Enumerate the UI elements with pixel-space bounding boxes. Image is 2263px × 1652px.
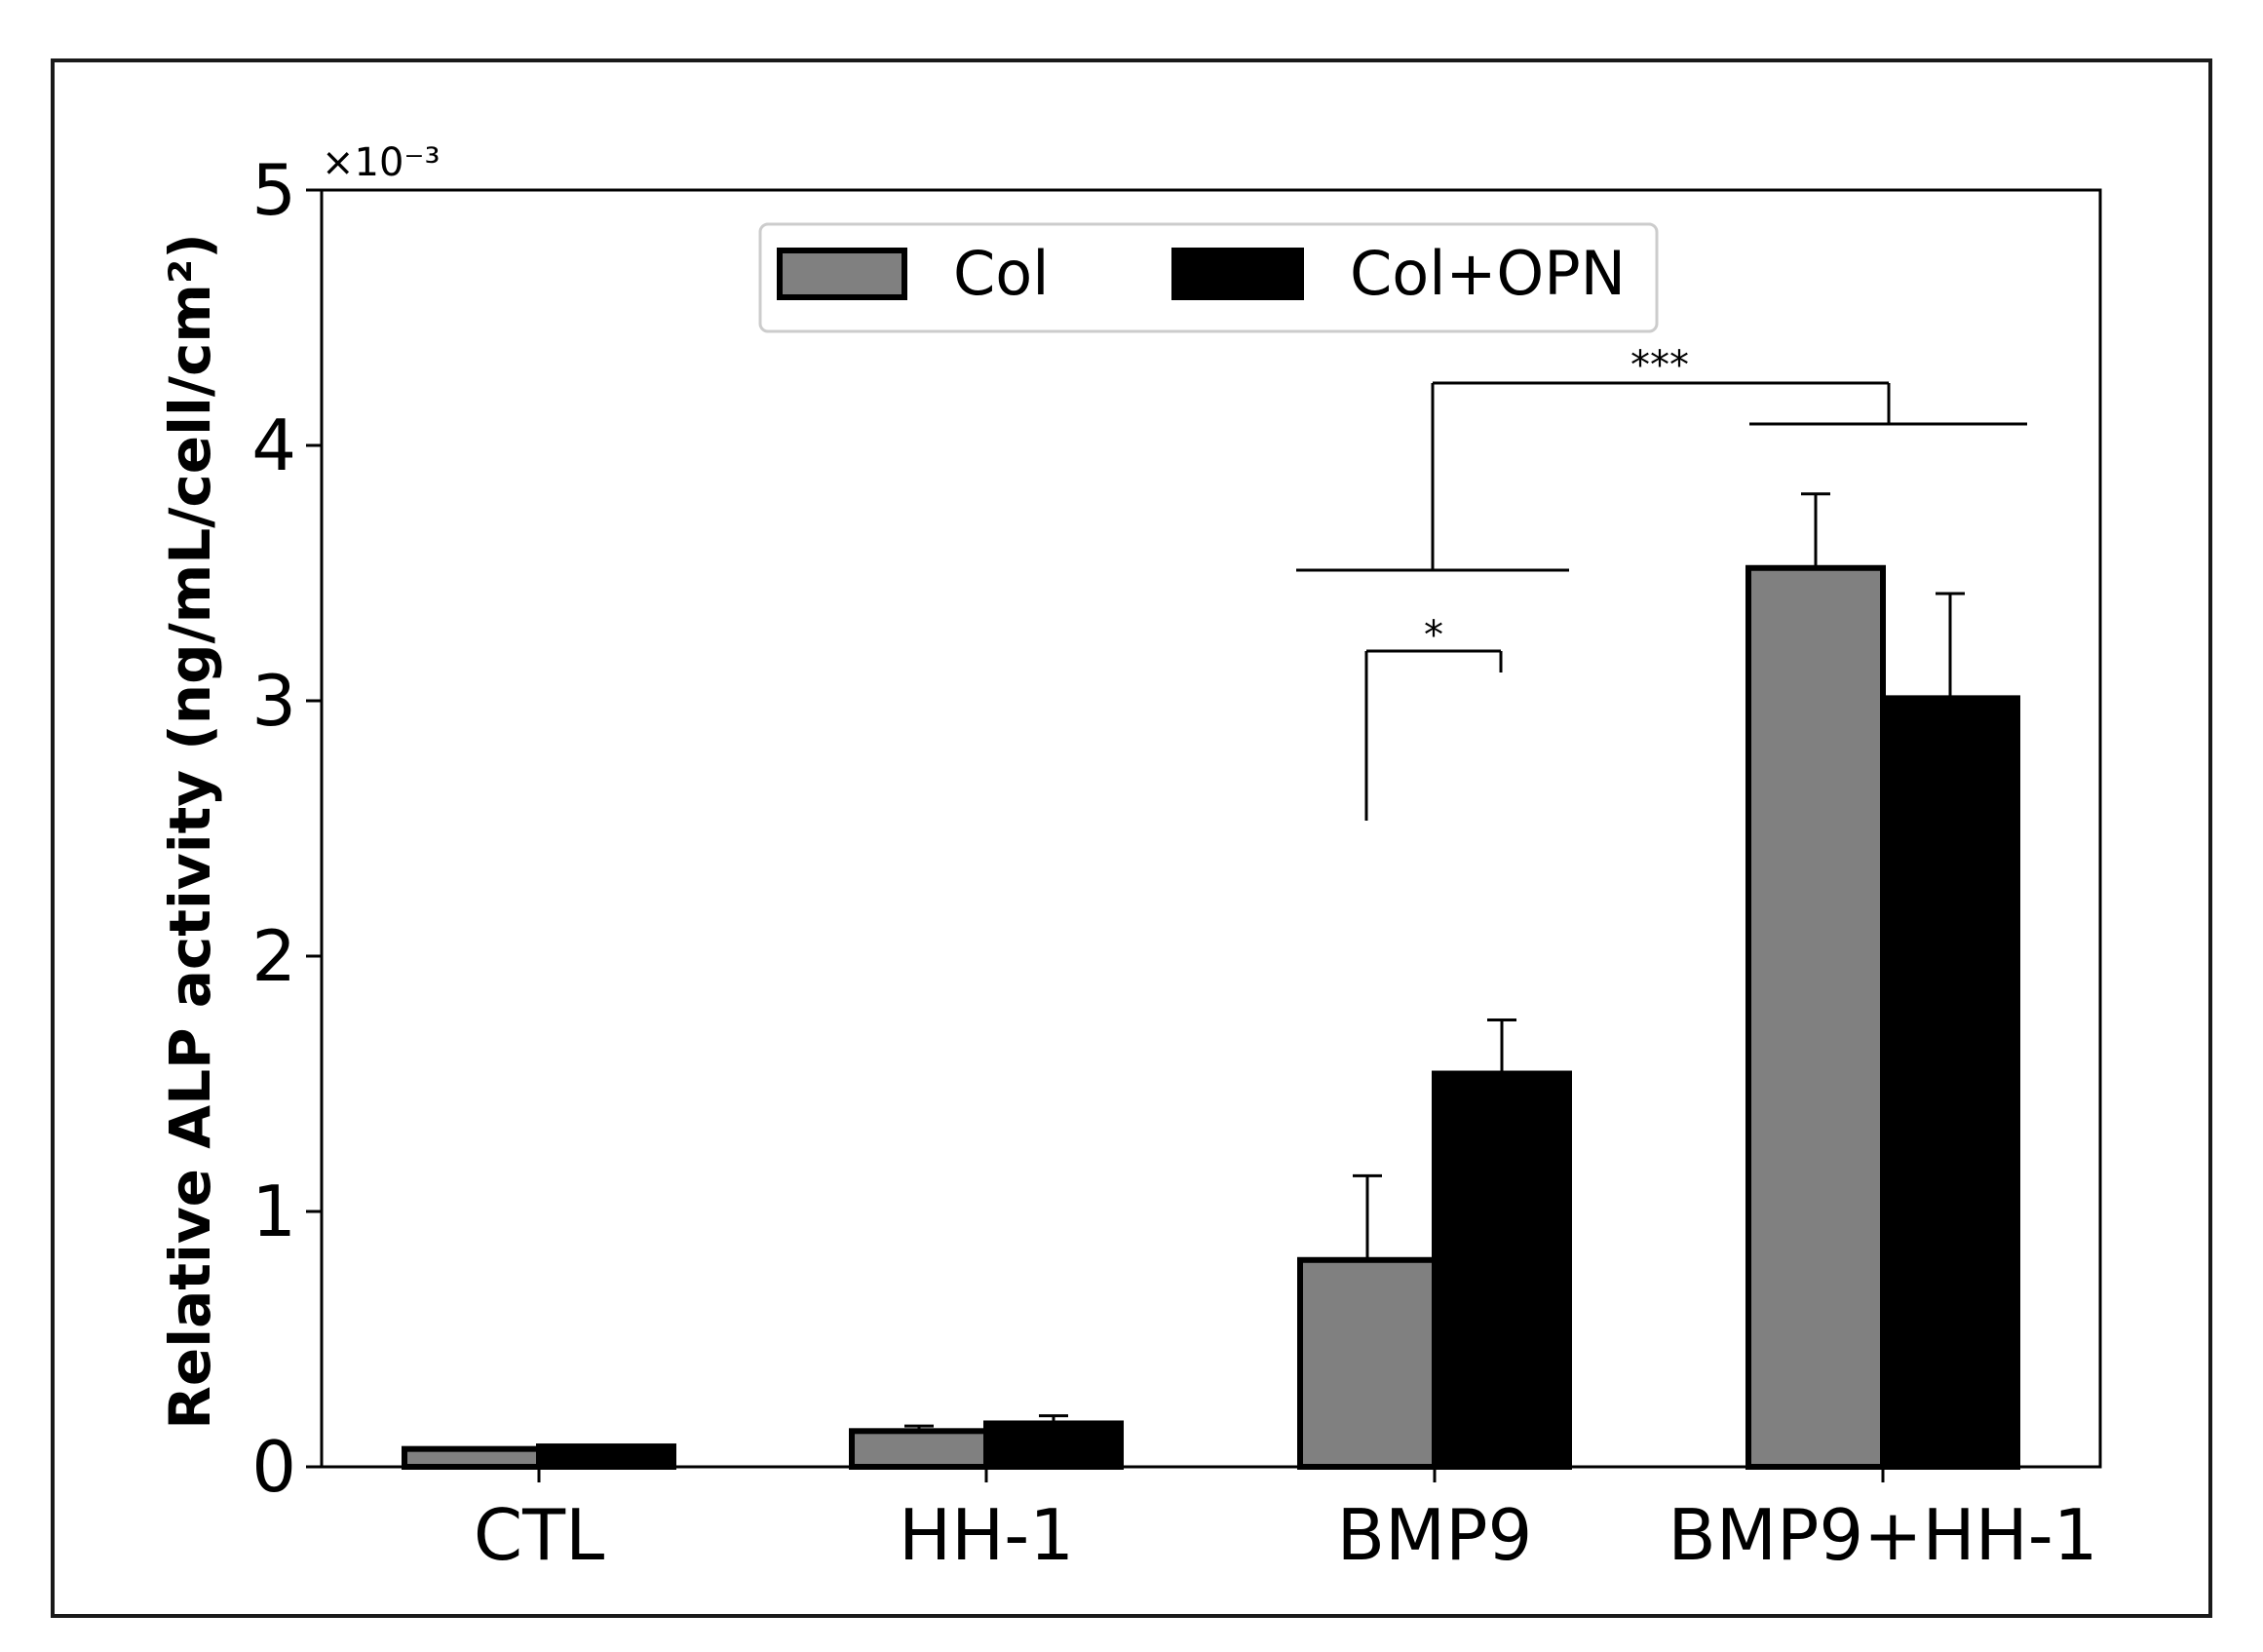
y-tick-label: 0 xyxy=(251,1426,296,1508)
legend-swatch-col-opn xyxy=(1171,248,1304,300)
plot-axes xyxy=(320,188,2102,1469)
bars-group xyxy=(402,564,2020,1471)
y-tick-label: 5 xyxy=(251,149,296,231)
bar-col-opn xyxy=(1432,1070,1572,1471)
x-tick-label: BMP9 xyxy=(1337,1494,1533,1576)
x-tick-label: BMP9+HH-1 xyxy=(1668,1494,2097,1576)
bar-col xyxy=(849,1428,989,1470)
significance-label: * xyxy=(1424,613,1443,658)
x-tick-label: CTL xyxy=(474,1494,604,1576)
error-bars-group xyxy=(904,492,1965,1432)
bar-col-opn xyxy=(1880,695,2020,1470)
legend-label-col: Col xyxy=(953,238,1049,309)
y-tick-label: 2 xyxy=(251,915,296,997)
y-axis-label: Relative ALP activity (ng/mL/cell/cm²) xyxy=(157,233,223,1430)
significance-label: *** xyxy=(1630,343,1689,388)
bar-col xyxy=(402,1445,542,1471)
legend-swatch-col xyxy=(777,248,907,300)
bar-col-opn xyxy=(536,1443,676,1471)
y-tick-label: 3 xyxy=(251,660,296,742)
y-axis-multiplier: ×10⁻³ xyxy=(322,140,441,185)
legend-label-col-opn: Col+OPN xyxy=(1350,238,1626,309)
legend: Col Col+OPN xyxy=(758,222,1659,333)
plot-border xyxy=(320,188,2102,1469)
y-tick-label: 4 xyxy=(251,404,296,486)
tick-group: 0 1 2 3 4 5 CTL HH-1 BMP9 BMP9+HH-1 xyxy=(251,149,2097,1576)
bar-col xyxy=(1297,1256,1438,1471)
bar-col xyxy=(1745,564,1886,1470)
y-tick-label: 1 xyxy=(251,1171,296,1252)
x-tick-label: HH-1 xyxy=(899,1494,1074,1576)
bar-col-opn xyxy=(983,1420,1124,1470)
significance-group: **** xyxy=(1296,343,2027,821)
